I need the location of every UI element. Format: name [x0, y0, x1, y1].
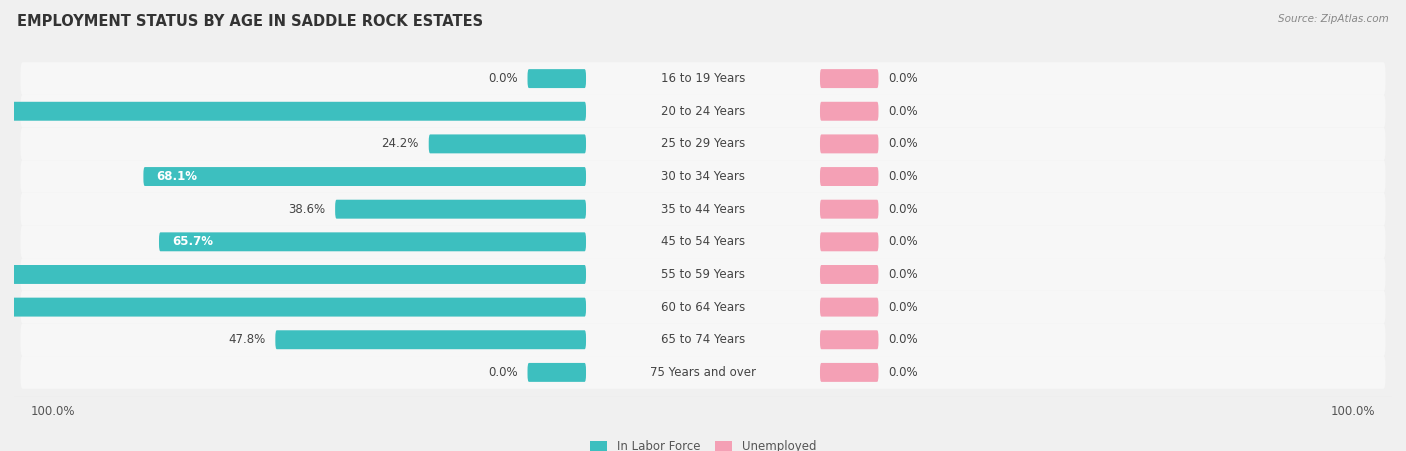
Text: 0.0%: 0.0%	[889, 235, 918, 249]
FancyBboxPatch shape	[143, 167, 586, 186]
Text: 60 to 64 Years: 60 to 64 Years	[661, 301, 745, 313]
Text: 65.7%: 65.7%	[172, 235, 212, 249]
FancyBboxPatch shape	[159, 232, 586, 251]
Text: 30 to 34 Years: 30 to 34 Years	[661, 170, 745, 183]
FancyBboxPatch shape	[820, 232, 879, 251]
FancyBboxPatch shape	[21, 193, 1385, 226]
Text: Source: ZipAtlas.com: Source: ZipAtlas.com	[1278, 14, 1389, 23]
FancyBboxPatch shape	[820, 363, 879, 382]
Text: 75 Years and over: 75 Years and over	[650, 366, 756, 379]
FancyBboxPatch shape	[21, 160, 1385, 193]
Text: 25 to 29 Years: 25 to 29 Years	[661, 138, 745, 150]
Text: 0.0%: 0.0%	[889, 138, 918, 150]
FancyBboxPatch shape	[527, 69, 586, 88]
Text: 0.0%: 0.0%	[889, 268, 918, 281]
FancyBboxPatch shape	[21, 291, 1385, 323]
FancyBboxPatch shape	[21, 323, 1385, 356]
Text: 68.1%: 68.1%	[156, 170, 197, 183]
FancyBboxPatch shape	[335, 200, 586, 219]
Text: 47.8%: 47.8%	[228, 333, 266, 346]
Text: 0.0%: 0.0%	[889, 170, 918, 183]
FancyBboxPatch shape	[429, 134, 586, 153]
Text: 55 to 59 Years: 55 to 59 Years	[661, 268, 745, 281]
Text: 38.6%: 38.6%	[288, 202, 325, 216]
FancyBboxPatch shape	[820, 265, 879, 284]
Text: 0.0%: 0.0%	[889, 301, 918, 313]
Text: 0.0%: 0.0%	[889, 72, 918, 85]
Text: 0.0%: 0.0%	[488, 366, 517, 379]
Text: 0.0%: 0.0%	[889, 202, 918, 216]
Legend: In Labor Force, Unemployed: In Labor Force, Unemployed	[589, 440, 817, 451]
Text: 16 to 19 Years: 16 to 19 Years	[661, 72, 745, 85]
Text: 45 to 54 Years: 45 to 54 Years	[661, 235, 745, 249]
FancyBboxPatch shape	[21, 62, 1385, 95]
FancyBboxPatch shape	[21, 128, 1385, 160]
FancyBboxPatch shape	[21, 356, 1385, 389]
FancyBboxPatch shape	[820, 69, 879, 88]
FancyBboxPatch shape	[820, 102, 879, 121]
FancyBboxPatch shape	[0, 102, 586, 121]
Text: 65 to 74 Years: 65 to 74 Years	[661, 333, 745, 346]
Text: 0.0%: 0.0%	[889, 105, 918, 118]
FancyBboxPatch shape	[527, 363, 586, 382]
Text: 0.0%: 0.0%	[488, 72, 517, 85]
FancyBboxPatch shape	[21, 226, 1385, 258]
Text: 24.2%: 24.2%	[381, 138, 419, 150]
FancyBboxPatch shape	[820, 200, 879, 219]
FancyBboxPatch shape	[820, 134, 879, 153]
FancyBboxPatch shape	[276, 330, 586, 349]
Text: 35 to 44 Years: 35 to 44 Years	[661, 202, 745, 216]
Text: EMPLOYMENT STATUS BY AGE IN SADDLE ROCK ESTATES: EMPLOYMENT STATUS BY AGE IN SADDLE ROCK …	[17, 14, 484, 28]
Text: 0.0%: 0.0%	[889, 333, 918, 346]
FancyBboxPatch shape	[0, 298, 586, 317]
FancyBboxPatch shape	[820, 330, 879, 349]
FancyBboxPatch shape	[21, 95, 1385, 128]
FancyBboxPatch shape	[820, 167, 879, 186]
FancyBboxPatch shape	[21, 258, 1385, 291]
FancyBboxPatch shape	[820, 298, 879, 317]
Text: 0.0%: 0.0%	[889, 366, 918, 379]
FancyBboxPatch shape	[0, 265, 586, 284]
Text: 20 to 24 Years: 20 to 24 Years	[661, 105, 745, 118]
